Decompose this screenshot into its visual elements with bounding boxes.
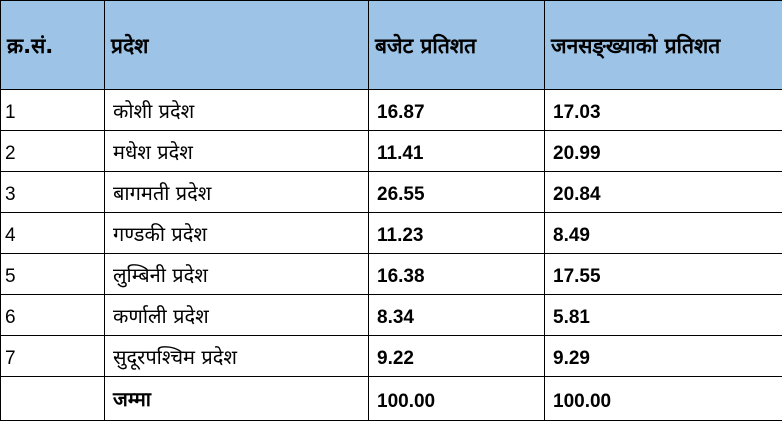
- serial-number-cell: 3: [0, 171, 105, 213]
- budget-cell: 16.38: [368, 253, 545, 295]
- population-cell: 20.99: [544, 130, 782, 172]
- province-cell: मधेश प्रदेश: [104, 130, 369, 172]
- budget-cell: 8.34: [368, 294, 545, 336]
- header-row: क्र.सं. प्रदेश बजेट प्रतिशत जनसङ्ख्याको …: [0, 0, 782, 90]
- header-province: प्रदेश: [104, 0, 369, 90]
- population-cell: 8.49: [544, 212, 782, 254]
- total-label: जम्मा: [104, 376, 369, 421]
- serial-number-cell: 1: [0, 89, 105, 131]
- total-row: जम्मा 100.00 100.00: [0, 376, 782, 421]
- serial-number-cell: 6: [0, 294, 105, 336]
- table-row: 1 कोशी प्रदेश 16.87 17.03: [0, 89, 782, 131]
- table-row: 3 बागमती प्रदेश 26.55 20.84: [0, 171, 782, 213]
- serial-number-cell: 7: [0, 335, 105, 377]
- header-population-percent: जनसङ्ख्याको प्रतिशत: [544, 0, 782, 90]
- header-budget-percent: बजेट प्रतिशत: [368, 0, 545, 90]
- table-row: 7 सुदूरपश्चिम प्रदेश 9.22 9.29: [0, 335, 782, 377]
- budget-population-table: क्र.सं. प्रदेश बजेट प्रतिशत जनसङ्ख्याको …: [0, 0, 782, 421]
- province-cell: लुम्बिनी प्रदेश: [104, 253, 369, 295]
- total-serial-cell: [0, 376, 105, 421]
- province-cell: सुदूरपश्चिम प्रदेश: [104, 335, 369, 377]
- table-row: 2 मधेश प्रदेश 11.41 20.99: [0, 130, 782, 172]
- population-cell: 20.84: [544, 171, 782, 213]
- province-cell: बागमती प्रदेश: [104, 171, 369, 213]
- budget-cell: 26.55: [368, 171, 545, 213]
- population-cell: 17.55: [544, 253, 782, 295]
- budget-cell: 16.87: [368, 89, 545, 131]
- table-row: 5 लुम्बिनी प्रदेश 16.38 17.55: [0, 253, 782, 295]
- table-row: 4 गण्डकी प्रदेश 11.23 8.49: [0, 212, 782, 254]
- budget-cell: 11.23: [368, 212, 545, 254]
- province-cell: कोशी प्रदेश: [104, 89, 369, 131]
- province-cell: कर्णाली प्रदेश: [104, 294, 369, 336]
- table-row: 6 कर्णाली प्रदेश 8.34 5.81: [0, 294, 782, 336]
- serial-number-cell: 2: [0, 130, 105, 172]
- header-serial-number: क्र.सं.: [0, 0, 105, 90]
- serial-number-cell: 5: [0, 253, 105, 295]
- population-cell: 5.81: [544, 294, 782, 336]
- total-budget: 100.00: [368, 376, 545, 421]
- province-cell: गण्डकी प्रदेश: [104, 212, 369, 254]
- total-population: 100.00: [544, 376, 782, 421]
- population-cell: 17.03: [544, 89, 782, 131]
- population-cell: 9.29: [544, 335, 782, 377]
- serial-number-cell: 4: [0, 212, 105, 254]
- budget-cell: 9.22: [368, 335, 545, 377]
- budget-cell: 11.41: [368, 130, 545, 172]
